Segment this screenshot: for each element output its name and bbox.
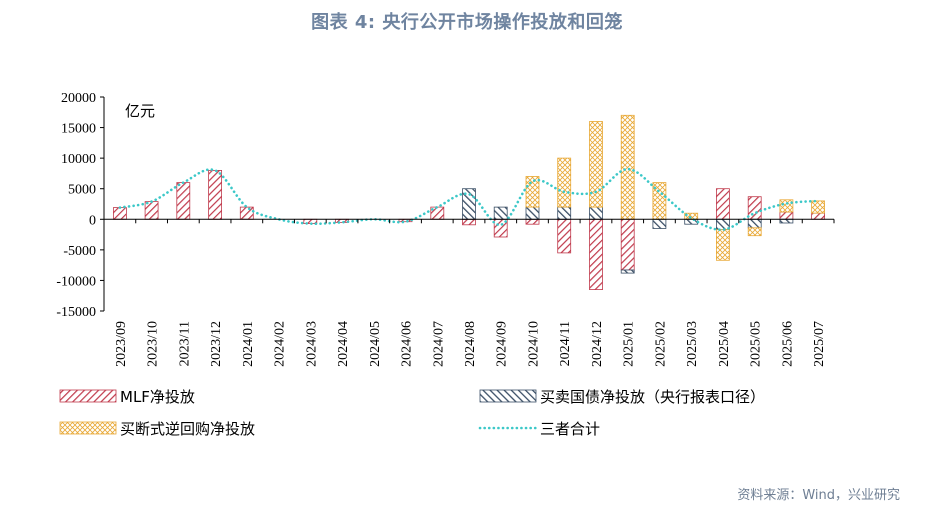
x-tick-label: 2023/10	[146, 321, 161, 367]
y-tick-label: 0	[89, 213, 96, 228]
legend-swatch-1	[479, 389, 537, 403]
bars-layer	[113, 114, 825, 291]
x-tick-label: 2024/11	[558, 321, 573, 366]
legend-swatch-0	[59, 389, 117, 403]
bar-series0-2025/06	[779, 211, 794, 220]
bar-series2-2025/06	[779, 199, 794, 213]
bar-series1-2025/05	[747, 218, 762, 229]
x-tick-label: 2024/10	[527, 321, 542, 367]
bar-series1-2024/09	[493, 206, 508, 220]
bar-series0-2024/10	[525, 218, 540, 225]
line-series-total	[118, 167, 820, 232]
bar-series0-2024/12	[589, 218, 603, 291]
x-tick-label: 2023/12	[209, 321, 224, 367]
bar-series0-2023/12	[208, 169, 223, 220]
x-tick-label: 2024/01	[241, 321, 256, 367]
bar-series1-2024/10	[525, 206, 540, 220]
x-tick-label: 2024/12	[590, 321, 605, 367]
bar-series0-2025/04	[716, 188, 730, 220]
x-tick-label: 2025/02	[653, 321, 668, 367]
bar-series2-2025/04	[716, 229, 730, 261]
axes-layer: 20000 15000 10000 5000 0 -5000 -10000 -15000 202…	[56, 91, 835, 367]
x-tick-label: 2025/04	[717, 321, 732, 367]
source-note: 资料来源：Wind，兴业研究	[737, 488, 900, 503]
bar-series0-2023/09	[113, 207, 127, 220]
bar-series0-2025/05	[747, 196, 762, 220]
bar-series0-2024/01	[239, 206, 254, 220]
x-tick-label: 2024/09	[495, 321, 510, 367]
legend-label-3: 三者合计	[540, 420, 600, 438]
x-tick-label: 2025/03	[685, 321, 700, 367]
bar-series1-2024/11	[557, 206, 572, 220]
bar-series0-2025/01	[620, 218, 635, 271]
bar-series1-2025/02	[652, 218, 667, 229]
x-tick-label: 2024/07	[431, 321, 446, 367]
bar-series0-2024/11	[557, 218, 572, 254]
x-tick-label: 2023/09	[114, 321, 129, 367]
bar-series1-2024/12	[589, 206, 603, 220]
bar-series1-2025/04	[716, 218, 730, 231]
legend-swatch-2	[59, 421, 117, 435]
page-title: 图表 4: 央行公开市场操作投放和回笼	[311, 12, 623, 33]
x-tick-label: 2025/06	[780, 321, 795, 367]
bar-series1-2025/03	[684, 218, 699, 225]
bar-series2-2025/05	[747, 227, 762, 237]
line-layer	[118, 167, 820, 232]
bar-series2-2024/12	[589, 121, 603, 208]
x-tick-label: 2024/03	[304, 321, 319, 367]
bar-series0-2025/07	[811, 212, 825, 220]
x-tick-label: 2025/05	[749, 321, 764, 367]
legend-label-1: 买卖国债净投放（央行报表口径）	[540, 388, 765, 406]
legend: MLF净投放 买卖国债净投放（央行报表口径） 买断式逆回购净投放 三者合计	[59, 388, 765, 438]
x-tick-label: 2024/08	[463, 321, 478, 367]
y-tick-label: -5000	[63, 244, 96, 259]
x-tick-label: 2024/02	[273, 321, 288, 367]
bar-series2-2025/01	[620, 114, 635, 220]
bar-series0-2024/08	[462, 218, 476, 226]
bar-series2-2025/07	[811, 200, 825, 214]
y-tick-label: -10000	[56, 274, 96, 289]
bar-series1-2025/06	[779, 218, 794, 224]
legend-label-2: 买断式逆回购净投放	[120, 420, 255, 438]
y-tick-label: 20000	[61, 91, 96, 106]
x-tick-label: 2025/07	[812, 321, 827, 367]
bar-series0-2023/11	[176, 182, 191, 220]
x-tick-label: 2024/05	[368, 321, 383, 367]
y-tick-label: 10000	[61, 152, 96, 167]
legend-label-0: MLF净投放	[120, 388, 195, 406]
y-tick-label: 15000	[61, 122, 96, 137]
x-tick-label: 2023/11	[177, 321, 192, 366]
x-tick-label: 2024/06	[400, 321, 415, 367]
bar-series1-2025/01	[620, 269, 635, 274]
y-tick-label: -15000	[56, 305, 96, 320]
bar-series2-2024/10	[525, 176, 540, 208]
x-tick-label: 2024/04	[336, 321, 351, 367]
x-tick-label: 2025/01	[622, 321, 637, 367]
unit-label: 亿元	[125, 102, 155, 120]
bar-series2-2024/11	[557, 157, 572, 208]
y-tick-label: 5000	[68, 183, 96, 198]
